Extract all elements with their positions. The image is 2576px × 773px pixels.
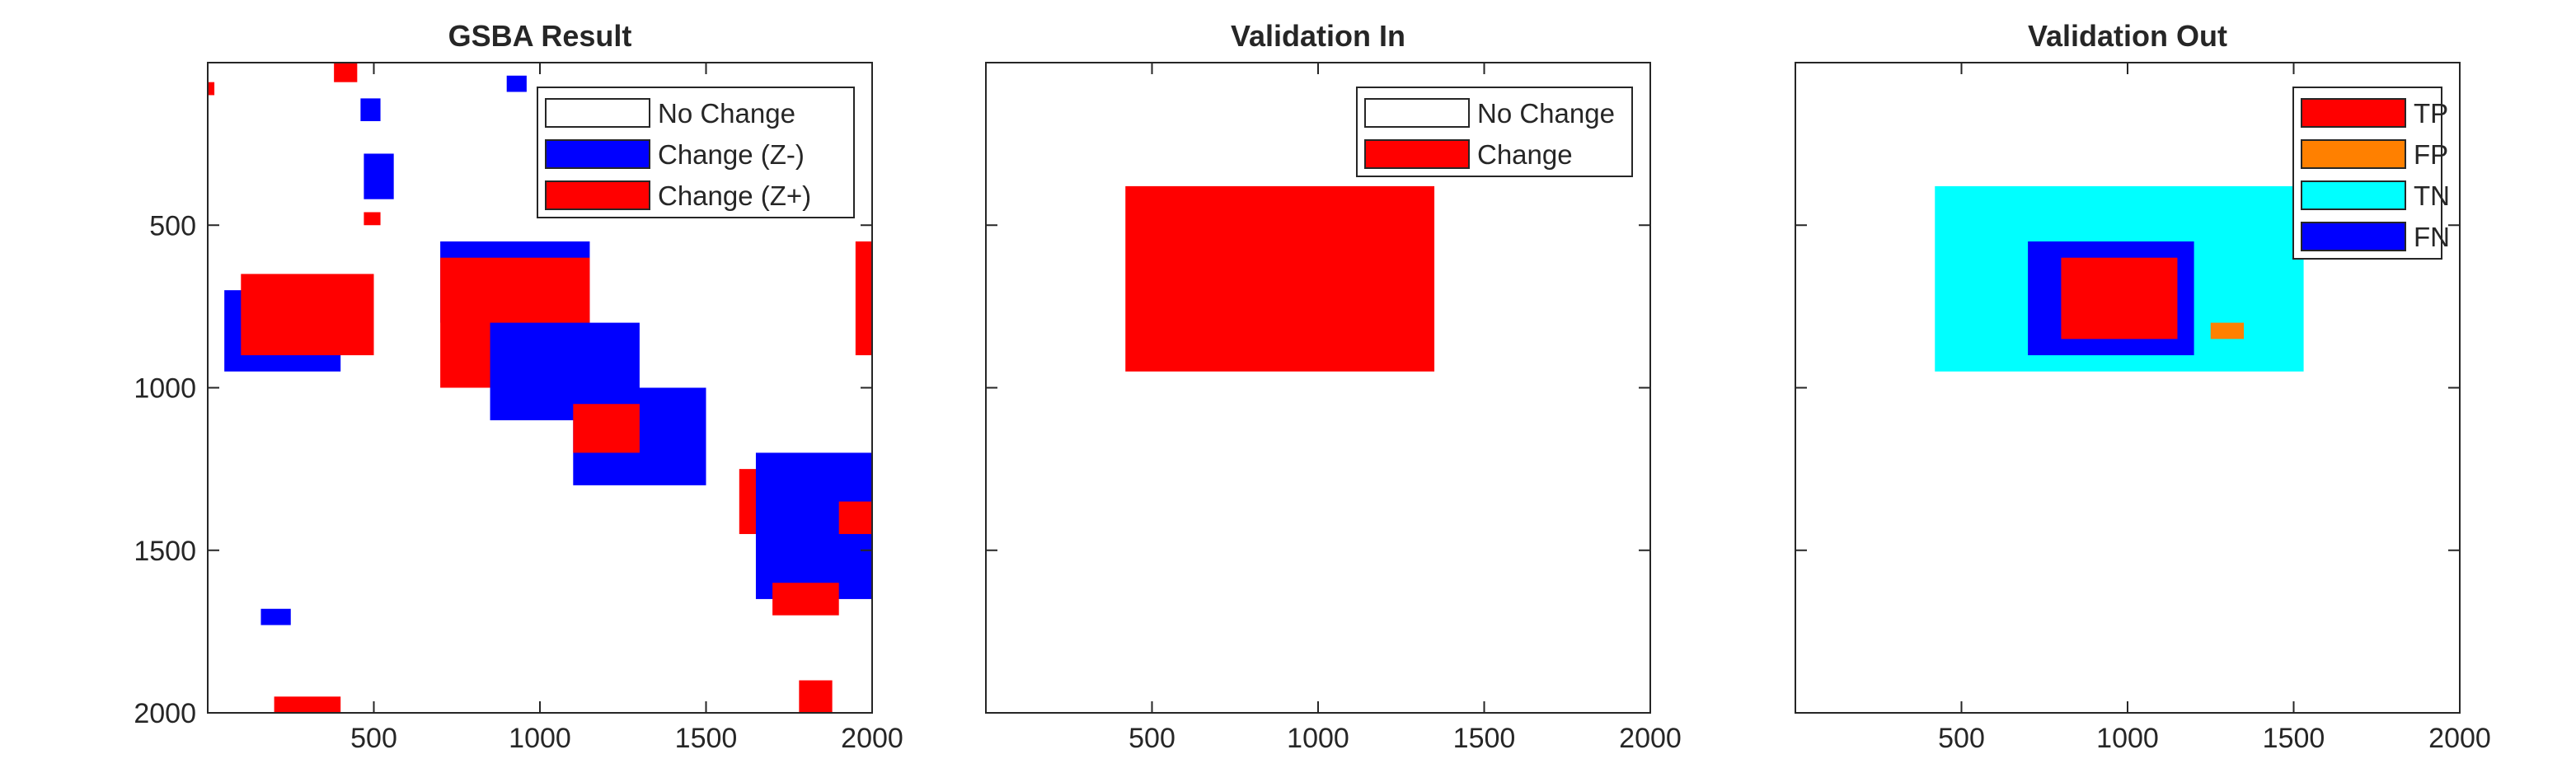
chart-panel-3: 500 1000 1500 2000 Validation Out TP FP TN FN (1795, 19, 2491, 754)
panels-group: 500 1000 1500 2000 500 1000 1500 2000 GSBA Resul… (134, 19, 2490, 754)
heatmap-region (260, 608, 291, 625)
x-tick-label: 500 (350, 723, 397, 754)
heatmap-region (772, 583, 839, 616)
legend-swatch (2301, 180, 2406, 210)
chart-panel-2: 500 1000 1500 2000 Validation In No Change Cha… (985, 19, 1682, 754)
chart-title: GSBA Result (448, 19, 632, 53)
x-tick-label: 1500 (1453, 723, 1516, 754)
heatmap-region (364, 212, 381, 226)
legend-label: TP (2414, 98, 2448, 129)
chart-panel-1: 500 1000 1500 2000 500 1000 1500 2000 GSBA Resul… (134, 19, 903, 754)
x-tick-label: 500 (1128, 723, 1175, 754)
heatmap-region (360, 98, 381, 122)
y-tick-label: 2000 (134, 698, 196, 729)
legend-label: FP (2414, 139, 2448, 170)
legend-label: Change (1477, 139, 1573, 170)
x-tick-label: 2000 (841, 723, 903, 754)
heatmap-region (506, 75, 527, 92)
heatmap-region (1218, 241, 1385, 356)
legend-swatch (2301, 98, 2406, 128)
x-tick-label: 500 (1938, 723, 1985, 754)
heatmap-region (2210, 322, 2245, 340)
heatmap-region (855, 241, 872, 356)
y-tick-label: 1500 (134, 536, 196, 567)
y-tick-label: 1000 (134, 373, 196, 405)
x-tick-label: 1500 (675, 723, 738, 754)
chart-title: Validation In (1231, 19, 1405, 53)
chart-title: Validation Out (2028, 19, 2227, 53)
legend-label: FN (2414, 222, 2450, 252)
y-tick-label: 500 (149, 210, 196, 241)
x-tick-label: 1000 (509, 723, 571, 754)
x-tick-label: 2000 (1619, 723, 1682, 754)
x-tick-label: 2000 (2428, 723, 2491, 754)
legend-swatch (2301, 222, 2406, 251)
legend-swatch (1364, 98, 1470, 128)
heatmap-region (241, 274, 374, 356)
legend-label: Change (Z+) (658, 180, 811, 211)
x-tick-label: 1500 (2263, 723, 2325, 754)
heatmap-region (364, 153, 394, 199)
heatmap-region (573, 404, 640, 453)
heatmap-region (334, 63, 358, 82)
legend: No Change Change (Z-) Change (Z+) (537, 87, 855, 218)
legend: No Change Change (1356, 87, 1633, 177)
x-tick-label: 1000 (1287, 723, 1349, 754)
legend-swatch (545, 180, 650, 210)
x-tick-label: 1000 (2096, 723, 2159, 754)
legend-swatch (1364, 139, 1470, 169)
legend-label: No Change (1477, 98, 1615, 129)
heatmap-region (838, 501, 872, 535)
heatmap-region (799, 680, 833, 713)
legend-swatch (545, 139, 650, 169)
heatmap-region (274, 696, 341, 713)
legend-swatch (2301, 139, 2406, 169)
heatmap-region (2061, 257, 2178, 340)
heatmap-region (208, 82, 215, 96)
legend-label: Change (Z-) (658, 139, 805, 170)
legend-label: No Change (658, 98, 795, 129)
legend-swatch (545, 98, 650, 128)
legend-label: TN (2414, 180, 2450, 211)
legend: TP FP TN FN (2292, 87, 2450, 260)
